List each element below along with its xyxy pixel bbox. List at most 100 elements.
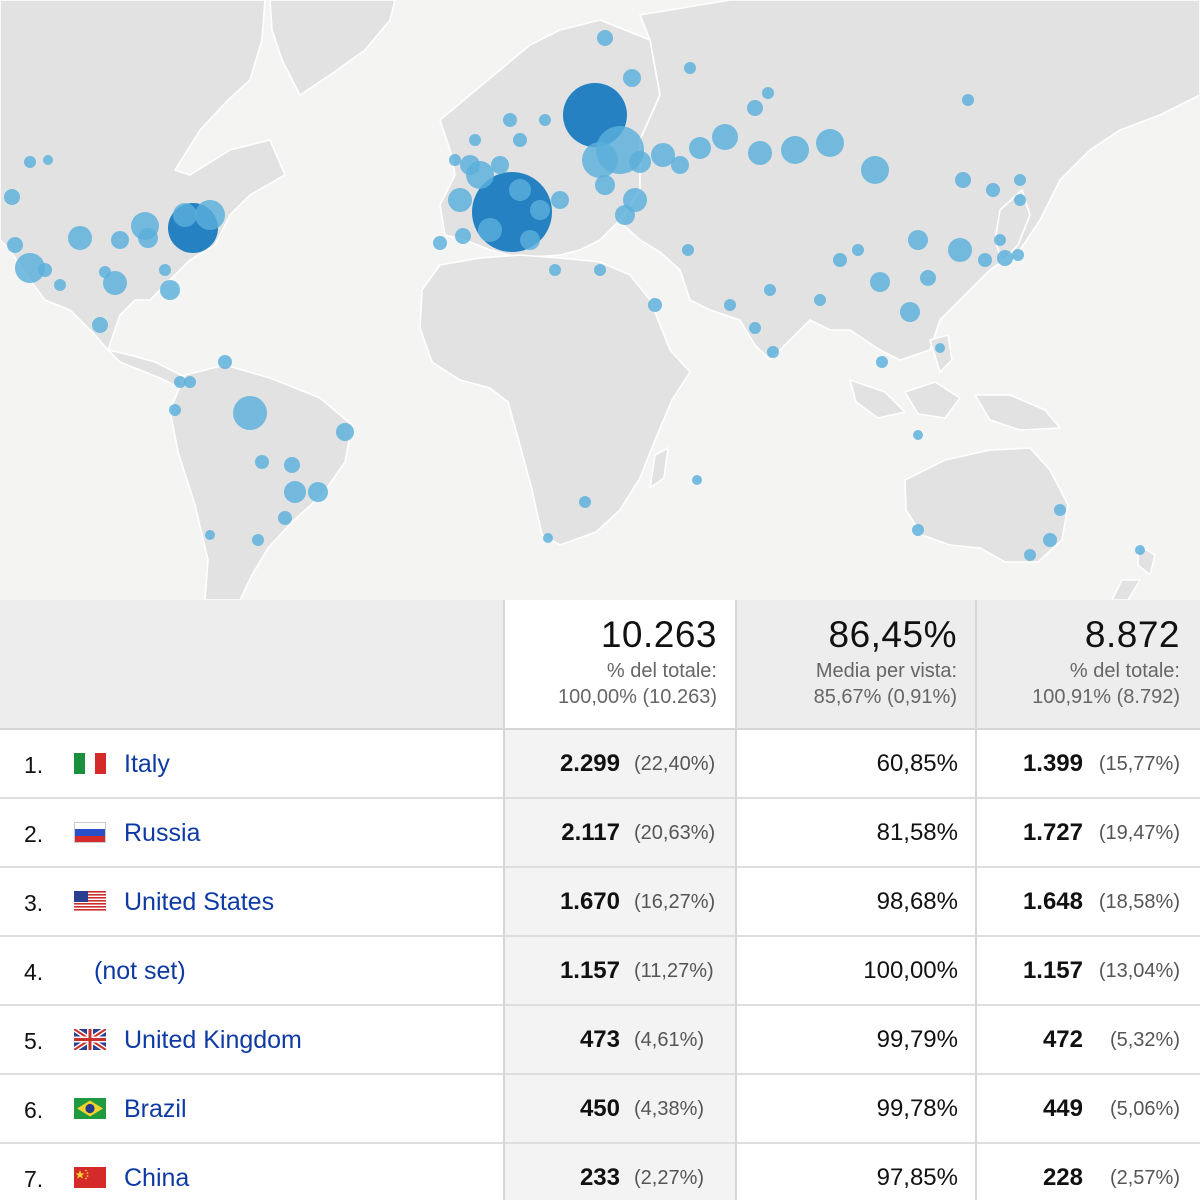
location-bubble[interactable]	[908, 230, 928, 250]
location-bubble[interactable]	[623, 69, 641, 87]
location-bubble[interactable]	[833, 253, 847, 267]
location-bubble[interactable]	[173, 203, 197, 227]
location-bubble[interactable]	[852, 244, 864, 256]
country-link[interactable]: China	[124, 1164, 190, 1192]
location-bubble[interactable]	[748, 141, 772, 165]
location-bubble[interactable]	[920, 270, 936, 286]
location-bubble[interactable]	[111, 231, 129, 249]
location-bubble[interactable]	[629, 151, 651, 173]
location-bubble[interactable]	[712, 124, 738, 150]
location-bubble[interactable]	[455, 228, 471, 244]
location-bubble[interactable]	[579, 496, 591, 508]
location-bubble[interactable]	[54, 279, 66, 291]
location-bubble[interactable]	[692, 475, 702, 485]
world-map[interactable]	[0, 0, 1200, 600]
location-bubble[interactable]	[24, 156, 36, 168]
location-bubble[interactable]	[651, 143, 675, 167]
map-bubbles[interactable]	[4, 30, 1145, 561]
location-bubble[interactable]	[994, 234, 1006, 246]
location-bubble[interactable]	[169, 404, 181, 416]
location-bubble[interactable]	[92, 317, 108, 333]
location-bubble[interactable]	[469, 134, 481, 146]
location-bubble[interactable]	[913, 430, 923, 440]
country-link[interactable]: United Kingdom	[124, 1026, 302, 1054]
location-bubble[interactable]	[4, 189, 20, 205]
location-bubble[interactable]	[781, 136, 809, 164]
location-bubble[interactable]	[861, 156, 889, 184]
location-bubble[interactable]	[478, 218, 502, 242]
location-bubble[interactable]	[900, 302, 920, 322]
geo-map[interactable]	[0, 0, 1200, 600]
location-bubble[interactable]	[255, 455, 269, 469]
location-bubble[interactable]	[814, 294, 826, 306]
location-bubble[interactable]	[1014, 194, 1026, 206]
location-bubble[interactable]	[233, 396, 267, 430]
location-bubble[interactable]	[252, 534, 264, 546]
location-bubble[interactable]	[38, 263, 52, 277]
location-bubble[interactable]	[767, 346, 779, 358]
location-bubble[interactable]	[684, 62, 696, 74]
location-bubble[interactable]	[764, 284, 776, 296]
location-bubble[interactable]	[43, 155, 53, 165]
location-bubble[interactable]	[912, 524, 924, 536]
location-bubble[interactable]	[138, 228, 158, 248]
location-bubble[interactable]	[724, 299, 736, 311]
location-bubble[interactable]	[615, 205, 635, 225]
location-bubble[interactable]	[205, 530, 215, 540]
location-bubble[interactable]	[747, 100, 763, 116]
location-bubble[interactable]	[962, 94, 974, 106]
country-link[interactable]: Russia	[124, 819, 201, 847]
location-bubble[interactable]	[762, 87, 774, 99]
location-bubble[interactable]	[682, 244, 694, 256]
location-bubble[interactable]	[986, 183, 1000, 197]
location-bubble[interactable]	[749, 322, 761, 334]
location-bubble[interactable]	[278, 511, 292, 525]
location-bubble[interactable]	[1054, 504, 1066, 516]
location-bubble[interactable]	[595, 175, 615, 195]
location-bubble[interactable]	[448, 188, 472, 212]
location-bubble[interactable]	[1012, 249, 1024, 261]
location-bubble[interactable]	[551, 191, 569, 209]
location-bubble[interactable]	[15, 253, 45, 283]
location-bubble[interactable]	[103, 271, 127, 295]
location-bubble[interactable]	[308, 482, 328, 502]
location-bubble[interactable]	[935, 343, 945, 353]
location-bubble[interactable]	[1024, 549, 1036, 561]
location-bubble[interactable]	[99, 266, 111, 278]
location-bubble[interactable]	[284, 457, 300, 473]
location-bubble[interactable]	[1135, 545, 1145, 555]
location-bubble[interactable]	[513, 133, 527, 147]
location-bubble[interactable]	[648, 298, 662, 312]
location-bubble[interactable]	[876, 356, 888, 368]
location-bubble[interactable]	[543, 533, 553, 543]
country-link[interactable]: (not set)	[94, 957, 186, 985]
location-bubble[interactable]	[68, 226, 92, 250]
location-bubble[interactable]	[549, 264, 561, 276]
location-bubble[interactable]	[1043, 533, 1057, 547]
location-bubble[interactable]	[7, 237, 23, 253]
location-bubble[interactable]	[336, 423, 354, 441]
location-bubble[interactable]	[978, 253, 992, 267]
location-bubble[interactable]	[174, 376, 186, 388]
location-bubble[interactable]	[997, 250, 1013, 266]
location-bubble[interactable]	[948, 238, 972, 262]
location-bubble[interactable]	[460, 155, 480, 175]
country-link[interactable]: United States	[124, 888, 275, 916]
country-link[interactable]: Italy	[124, 750, 170, 778]
location-bubble[interactable]	[1014, 174, 1026, 186]
country-link[interactable]: Brazil	[124, 1095, 187, 1123]
location-bubble[interactable]	[870, 272, 890, 292]
location-bubble[interactable]	[433, 236, 447, 250]
location-bubble[interactable]	[539, 114, 551, 126]
location-bubble[interactable]	[284, 481, 306, 503]
location-bubble[interactable]	[597, 30, 613, 46]
location-bubble[interactable]	[218, 355, 232, 369]
location-bubble[interactable]	[160, 280, 180, 300]
location-bubble[interactable]	[184, 376, 196, 388]
location-bubble[interactable]	[159, 264, 171, 276]
location-bubble[interactable]	[955, 172, 971, 188]
location-bubble[interactable]	[530, 200, 550, 220]
location-bubble[interactable]	[449, 154, 461, 166]
location-bubble[interactable]	[520, 230, 540, 250]
location-bubble[interactable]	[582, 142, 618, 178]
